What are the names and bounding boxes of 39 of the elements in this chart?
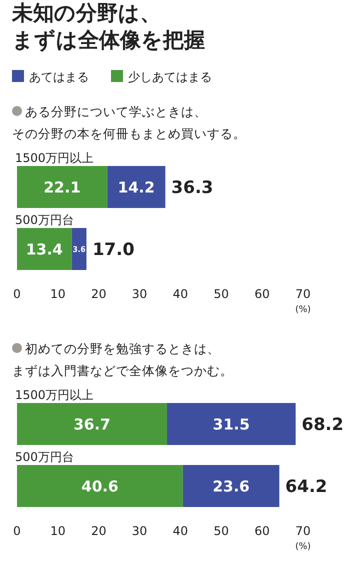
total-label: 68.2 [302, 415, 344, 435]
legend-label: あてはまる [29, 70, 89, 84]
x-tick-label: 50 [214, 524, 229, 538]
x-tick-label: 10 [50, 287, 66, 301]
x-axis-title: (%) [295, 542, 311, 552]
total-label: 64.2 [285, 477, 328, 497]
chart-subtitle: ある分野について学ぶときは、その分野の本を何冊もまとめ買いする。 [12, 104, 246, 141]
legend-label: 少しあてはまる [128, 70, 212, 84]
x-tick-label: 30 [132, 287, 148, 301]
y-tick-label: 1500万円以上 [15, 388, 94, 402]
x-tick-label: 20 [91, 287, 106, 301]
x-tick-label: 0 [13, 287, 21, 301]
x-axis-title: (%) [295, 305, 311, 315]
data-label: 23.6 [212, 477, 250, 496]
data-label: 40.6 [81, 477, 118, 496]
x-tick-label: 30 [132, 524, 148, 538]
data-label: 31.5 [212, 415, 250, 434]
data-label: 36.7 [73, 415, 110, 434]
x-tick-label: 70 [295, 287, 311, 301]
y-tick-label: 500万円台 [15, 213, 74, 227]
total-label: 17.0 [92, 240, 135, 260]
x-tick-label: 40 [172, 524, 188, 538]
chart-title: 初めての分野を勉強するときは、まずは入門書などで全体像をつかむ。 [12, 341, 233, 378]
x-tick-label: 50 [214, 287, 229, 301]
x-tick-label: 0 [13, 524, 21, 538]
x-tick-label: 60 [254, 287, 270, 301]
data-label: 13.4 [26, 240, 63, 258]
x-tick-label: 70 [295, 524, 311, 538]
total-label: 36.3 [171, 178, 214, 198]
y-tick-label: 1500万円以上 [15, 151, 94, 165]
x-tick-label: 20 [91, 524, 106, 538]
x-tick-label: 10 [50, 524, 66, 538]
x-tick-label: 40 [172, 287, 188, 301]
data-label: 14.2 [118, 178, 155, 196]
y-tick-label: 500万円台 [15, 450, 74, 464]
x-tick-label: 60 [254, 524, 270, 538]
chart-title: 未知の分野は、まずは全体像を把握 [11, 1, 205, 52]
data-label: 3.6 [72, 244, 87, 254]
data-label: 22.1 [44, 178, 81, 196]
